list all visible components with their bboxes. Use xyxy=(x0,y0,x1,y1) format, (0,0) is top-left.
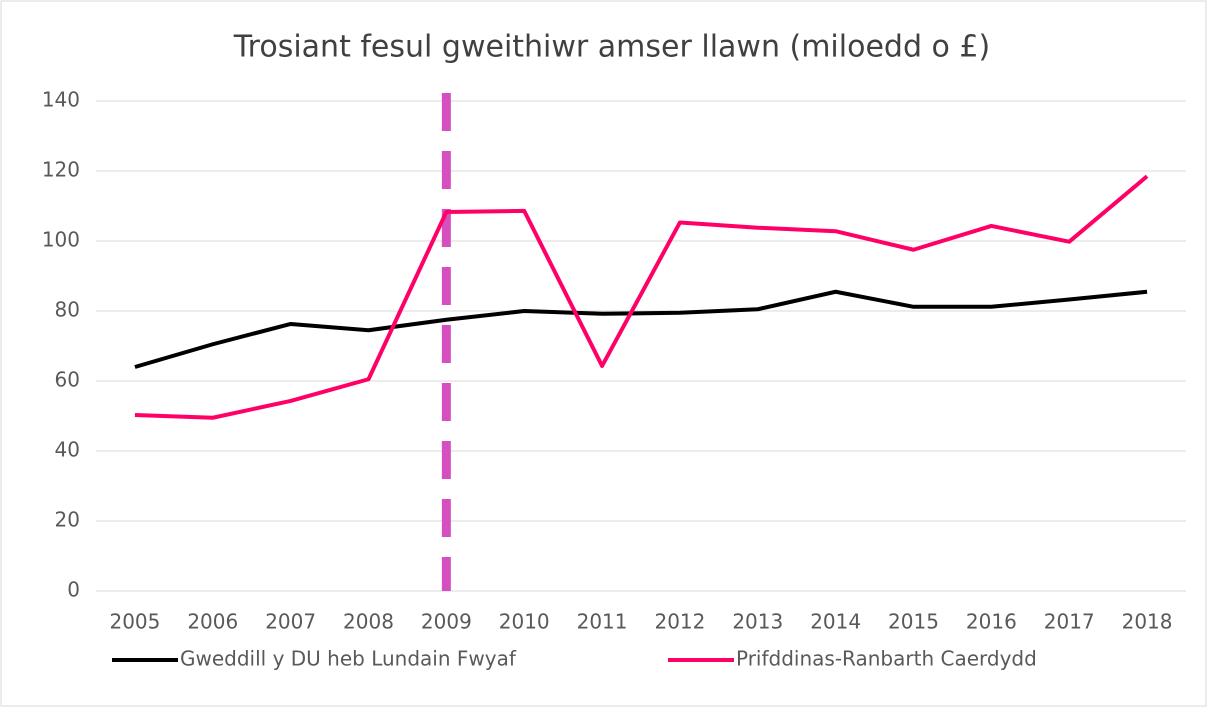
y-tick-label: 100 xyxy=(42,228,80,252)
legend-label: Gweddill y DU heb Lundain Fwyaf xyxy=(180,647,517,671)
y-tick-label: 20 xyxy=(55,508,80,532)
y-tick-label: 0 xyxy=(67,578,80,602)
x-tick-label: 2007 xyxy=(265,610,316,634)
y-tick-label: 80 xyxy=(55,298,80,322)
x-tick-label: 2008 xyxy=(343,610,394,634)
x-tick-label: 2014 xyxy=(810,610,861,634)
x-tick-label: 2017 xyxy=(1044,610,1095,634)
x-tick-label: 2011 xyxy=(577,610,628,634)
x-tick-label: 2018 xyxy=(1122,610,1173,634)
y-tick-label: 120 xyxy=(42,158,80,182)
chart-title: Trosiant fesul gweithiwr amser llawn (mi… xyxy=(233,30,990,65)
x-tick-label: 2006 xyxy=(187,610,238,634)
series-line xyxy=(134,174,1149,420)
x-tick-label: 2016 xyxy=(966,610,1017,634)
legend-label: Prifddinas-Ranbarth Caerdydd xyxy=(736,647,1037,671)
x-tick-label: 2005 xyxy=(109,610,160,634)
y-tick-label: 140 xyxy=(42,88,80,112)
series-line xyxy=(134,289,1148,369)
x-tick-label: 2010 xyxy=(499,610,550,634)
y-tick-label: 60 xyxy=(55,368,80,392)
x-tick-label: 2015 xyxy=(888,610,939,634)
x-tick-label: 2009 xyxy=(421,610,472,634)
x-tick-label: 2013 xyxy=(732,610,783,634)
y-tick-label: 40 xyxy=(55,438,80,462)
x-tick-label: 2012 xyxy=(654,610,705,634)
